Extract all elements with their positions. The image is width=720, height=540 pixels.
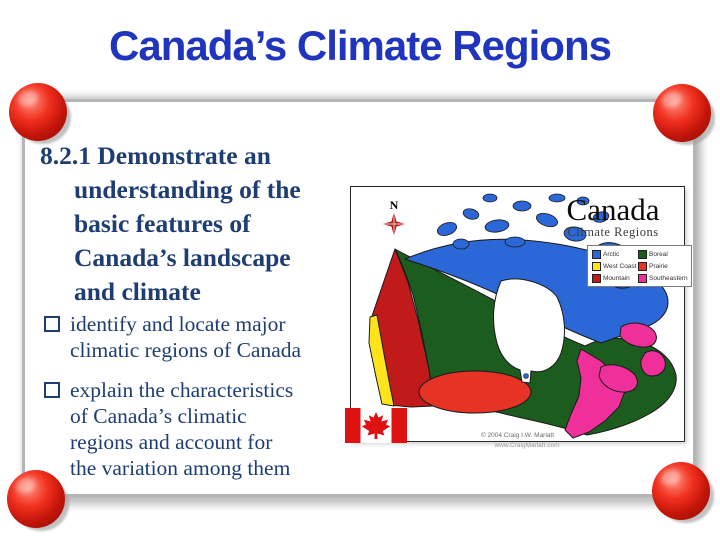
map-figure: N Canada Climate Regions Arctic Boreal xyxy=(345,186,692,449)
legend-item: Mountain xyxy=(592,274,636,283)
objective-line: understanding of the xyxy=(74,175,301,204)
legend-label: Southeastern xyxy=(649,274,688,282)
objective-line: Canada’s landscape xyxy=(74,243,291,272)
maple-leaf-icon xyxy=(361,411,391,440)
pushpin-icon xyxy=(652,462,710,520)
pushpin-icon xyxy=(9,83,67,141)
legend-label: West Coast xyxy=(603,262,637,270)
james-bay-island xyxy=(523,373,529,379)
map-credit: © 2004 Craig I.W. Marlatt xyxy=(480,432,555,439)
legend-swatch xyxy=(638,250,647,259)
region-southeastern-gaspe xyxy=(619,322,657,348)
legend-item: Southeastern xyxy=(638,274,688,283)
legend-item: Boreal xyxy=(638,250,686,259)
bullet-line: of Canada’s climatic xyxy=(70,404,247,428)
bullet-line: explain the characteristics xyxy=(70,378,294,402)
compass: N xyxy=(377,199,411,242)
map-credit-url: www.CraigMarlatt.com xyxy=(494,442,560,449)
legend-label: Prairie xyxy=(649,262,668,270)
objective-line: 8.2.1 Demonstrate an xyxy=(40,141,271,170)
legend-swatch xyxy=(592,262,601,271)
objective-line: and climate xyxy=(74,277,201,306)
compass-rose-icon xyxy=(382,212,406,236)
map-subtitle: Climate Regions xyxy=(567,225,659,239)
region-prairie xyxy=(418,370,532,414)
bullet-line: identify and locate major xyxy=(70,312,286,336)
bullet-list: identify and locate major climatic regio… xyxy=(44,311,344,481)
legend-label: Mountain xyxy=(603,274,630,282)
map-legend: Arctic Boreal West Coast Prairie Mountai… xyxy=(587,245,692,287)
checkbox-bullet-icon xyxy=(44,316,60,332)
pushpin-icon xyxy=(7,470,65,528)
legend-swatch xyxy=(592,274,601,283)
region-southeastern-newfoundland xyxy=(640,350,666,377)
objective-line: basic features of xyxy=(74,209,251,238)
map-title: Canada xyxy=(566,192,660,227)
legend-item: Prairie xyxy=(638,262,686,271)
slide-title: Canada’s Climate Regions xyxy=(109,22,612,69)
region-west-coast xyxy=(368,314,395,407)
legend-item: Arctic xyxy=(592,250,636,259)
legend-label: Boreal xyxy=(649,250,668,258)
legend-label: Arctic xyxy=(603,250,620,258)
compass-north-label: N xyxy=(389,198,399,212)
bullet-item: explain the characteristics of Canada’s … xyxy=(44,377,344,481)
bullet-line: the variation among them xyxy=(70,456,291,480)
legend-item: West Coast xyxy=(592,262,636,271)
legend-swatch xyxy=(638,274,647,283)
hudson-bay xyxy=(493,278,565,384)
bullet-line: regions and account for xyxy=(70,430,273,454)
checkbox-bullet-icon xyxy=(44,382,60,398)
legend-swatch xyxy=(592,250,601,259)
map-title-block: Canada Climate Regions xyxy=(547,192,679,240)
region-southeastern-maritimes xyxy=(598,364,638,393)
legend-swatch xyxy=(638,262,647,271)
objective-heading: 8.2.1 Demonstrate an understanding of th… xyxy=(40,139,346,309)
canada-flag-icon xyxy=(345,408,407,443)
arctic-islands xyxy=(436,193,610,250)
pushpin-icon xyxy=(653,84,711,142)
bullet-line: climatic regions of Canada xyxy=(70,338,302,362)
bullet-item: identify and locate major climatic regio… xyxy=(44,311,344,363)
